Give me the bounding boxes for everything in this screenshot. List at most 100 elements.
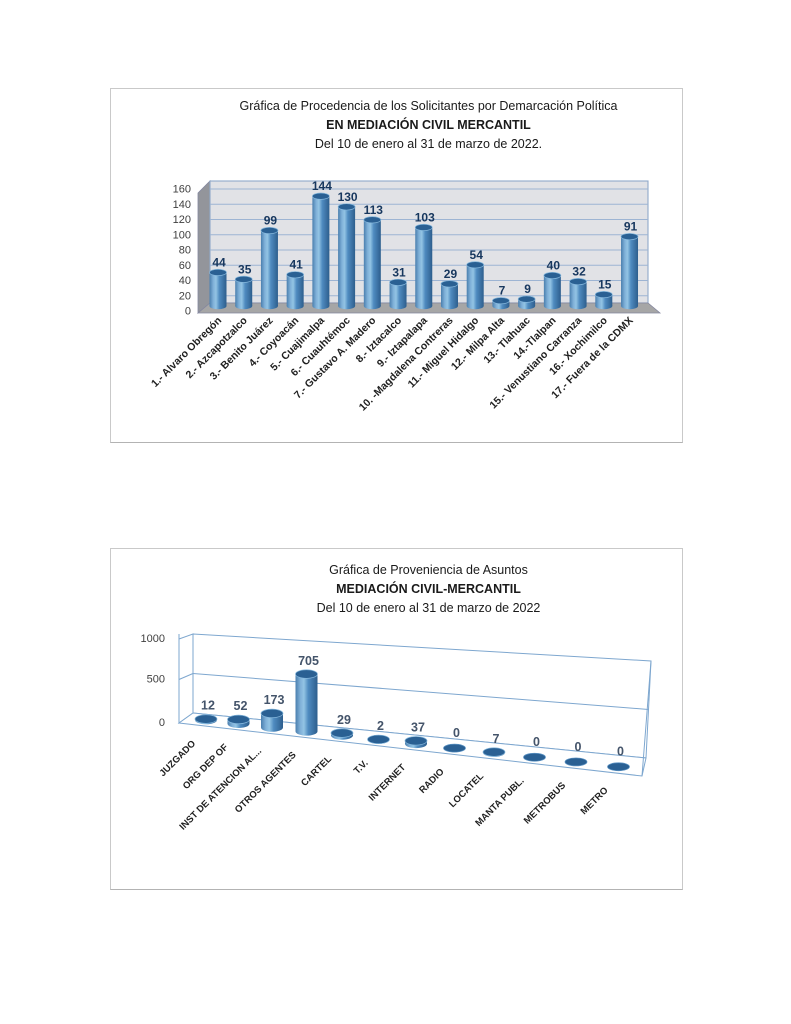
y-tick-label-80: 80 — [179, 245, 191, 257]
bar-top-ellipse — [367, 734, 390, 745]
bar-cylinder-5 — [337, 203, 356, 310]
bar-cylinder-2 — [260, 226, 279, 310]
value-label: 44 — [212, 255, 226, 269]
bar-top-ellipse — [440, 280, 459, 288]
bar-cylinder-0 — [209, 268, 227, 310]
bar-top-ellipse — [286, 271, 305, 279]
category-label: T.V. — [352, 758, 371, 777]
value-label: 41 — [289, 258, 303, 272]
value-label: 29 — [444, 267, 458, 281]
value-label: 9 — [524, 282, 531, 296]
bar-cylinder-10 — [466, 261, 485, 310]
bar-cylinder-3 — [286, 271, 305, 310]
chart-period-line: Del 10 de enero al 31 de marzo de 2022. — [314, 137, 543, 151]
bar-cylinder-4 — [330, 728, 354, 740]
value-label: 173 — [264, 693, 285, 707]
bar-top-ellipse — [466, 261, 485, 269]
value-label: 29 — [337, 713, 351, 727]
bar-cylinder-2 — [260, 708, 284, 732]
bar-top-ellipse — [194, 714, 218, 724]
proveniencia-chart-panel: Gráfica de Proveniencia de Asuntos MEDIA… — [110, 548, 683, 890]
bar-cylinder-8 — [414, 223, 433, 310]
bar-top-ellipse — [569, 278, 587, 286]
category-label: CARTEL — [299, 754, 334, 789]
bar-top-ellipse — [414, 223, 433, 232]
value-label: 99 — [264, 214, 278, 228]
value-label: 0 — [575, 740, 582, 754]
bar-top-ellipse — [260, 708, 284, 719]
bar-body — [543, 275, 561, 306]
y-tick-label-20: 20 — [179, 290, 191, 302]
value-label: 52 — [234, 699, 248, 713]
bar-cylinder-6 — [363, 216, 382, 310]
value-label: 2 — [377, 719, 384, 733]
y-tick-label-100: 100 — [173, 229, 191, 241]
bar-body — [569, 281, 587, 306]
bar-top-ellipse — [227, 714, 250, 725]
bar-body — [389, 282, 407, 306]
category-label-group: T.V. — [352, 758, 371, 777]
bar-cylinder-12 — [517, 295, 536, 310]
y-tick-label-160: 160 — [173, 184, 191, 196]
procedencia-chart-panel: Gráfica de Procedencia de los Solicitant… — [110, 88, 683, 443]
bar-body — [235, 279, 253, 306]
bar-body — [295, 674, 318, 732]
value-label: 15 — [598, 278, 612, 292]
value-label: 705 — [298, 654, 319, 668]
y-tick-label-140: 140 — [173, 199, 191, 211]
bar-top-ellipse — [620, 233, 639, 241]
bar-body — [415, 227, 433, 306]
category-label: INTERNET — [367, 762, 409, 804]
value-label: 103 — [415, 210, 435, 224]
value-label: 113 — [364, 203, 384, 217]
bar-cylinder-0 — [194, 714, 218, 725]
bar-cylinder-16 — [620, 233, 639, 310]
value-label: 144 — [312, 179, 332, 193]
bar-body — [621, 236, 639, 306]
chart-period-line: Del 10 de enero al 31 de marzo de 2022 — [316, 601, 541, 615]
bar-cylinder-7 — [389, 278, 407, 310]
bar-top-ellipse — [337, 203, 356, 211]
proveniencia-chart-title-block: Gráfica de Proveniencia de Asuntos MEDIA… — [181, 561, 676, 618]
bar-top-ellipse — [312, 192, 330, 200]
y-tick-label-120: 120 — [173, 214, 191, 226]
category-label: LOCATEL — [447, 771, 486, 810]
value-label: 7 — [499, 284, 506, 298]
category-label: METROBUS — [522, 780, 568, 826]
value-label: 35 — [238, 262, 252, 276]
bar-top-ellipse — [517, 295, 536, 303]
category-label-group: METRO — [579, 785, 611, 817]
bar-cylinder-1 — [234, 275, 253, 310]
value-label: 37 — [411, 720, 425, 734]
value-label: 91 — [624, 220, 638, 234]
bar-cylinder-8 — [482, 747, 506, 757]
value-label: 0 — [533, 735, 540, 749]
category-label-group: INTERNET — [367, 762, 409, 804]
value-label: 32 — [572, 265, 586, 279]
chart-subtitle-line: MEDIACIÓN CIVIL-MERCANTIL — [336, 582, 521, 596]
bar-zero-ellipse-11 — [607, 762, 630, 772]
bar-body — [209, 272, 227, 306]
value-label: 31 — [392, 265, 406, 279]
y-tick-label-0: 0 — [185, 306, 191, 318]
bar-body — [595, 294, 613, 306]
bar-top-ellipse — [543, 271, 562, 280]
value-label: 7 — [493, 732, 500, 746]
gridline-500 — [192, 673, 649, 710]
bar-body — [466, 264, 484, 306]
bar-body — [260, 230, 278, 306]
wall-left — [197, 180, 211, 314]
y-tick-label-500: 500 — [147, 674, 165, 686]
bar-cylinder-11 — [492, 297, 510, 310]
bar-top-ellipse — [404, 736, 428, 746]
bar-top-ellipse — [295, 669, 318, 679]
value-label: 12 — [201, 699, 215, 713]
y-tick-label-1000: 1000 — [141, 633, 165, 645]
bar-body — [286, 274, 304, 306]
bar-top-ellipse — [482, 747, 506, 757]
bar-cylinder-15 — [594, 291, 613, 310]
category-label: RADIO — [417, 766, 446, 795]
